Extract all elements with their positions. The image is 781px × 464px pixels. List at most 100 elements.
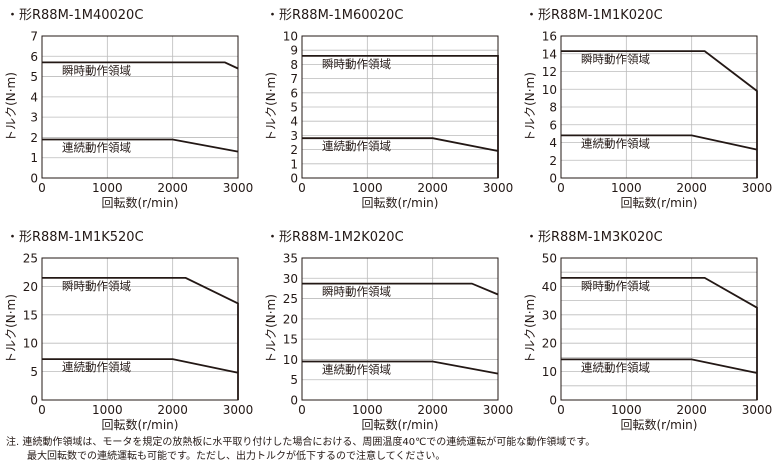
chart-title: ・形R88M-1M60020C [266,8,404,23]
chart-panel-1m1k020c: ・形R88M-1M1K020C 0 2 4 6 8 10 12 14 16 0 1000 2000 30… [519,4,779,214]
x-tick-label: 0 [38,181,46,195]
plot-frame [41,35,239,179]
peak-region-label: 瞬時動作領域 [581,279,650,293]
y-tick-label: 4 [549,136,557,150]
y-tick-label: 25 [23,252,38,266]
x-tick-label: 3000 [223,403,254,417]
y-tick-label: 0 [290,394,298,408]
y-tick-label: 10 [283,30,298,44]
chart-title: ・形R88M-1M3K020C [525,230,663,245]
peak-region-label: 瞬時動作領域 [322,285,391,299]
y-tick-label: 0 [290,172,298,186]
continuous-region-label: 連続動作領域 [62,140,131,154]
chart-title: ・形R88M-1M1K020C [525,8,663,23]
peak-region-label: 瞬時動作領域 [581,52,650,66]
x-tick-label: 1000 [92,181,123,195]
y-axis-label: トルク(N·m) [523,294,537,364]
chart-panel-1m60020c: ・形R88M-1M60020C 0 1 2 3 4 5 6 7 8 9 10 0 1000 2000 300… [260,4,520,214]
y-tick-label: 10 [542,365,557,379]
rated-torque-line [302,137,499,152]
y-tick-label: 8 [549,101,557,115]
chart-title: ・形R88M-1M1K520C [6,230,144,245]
x-tick-label: 1000 [92,403,123,417]
y-tick-label: 35 [283,252,298,266]
y-tick-label: 25 [283,292,298,306]
x-axis-label: 回転数(r/min) [621,195,698,210]
peak-torque-line [42,277,239,400]
peak-torque-line [561,277,758,400]
peak-region-label: 瞬時動作領域 [62,279,131,293]
footnote-line-1: 注. 連続動作領域は、モータを規定の放熱板に水平取り付けした場合における、周囲温… [6,437,596,448]
chart-panel-1m3k020c: ・形R88M-1M3K020C 0 10 20 30 40 50 0 1000 2000 3000… [519,226,779,436]
y-tick-label: 5 [30,70,38,84]
y-tick-label: 9 [290,44,298,58]
y-tick-label: 2 [290,143,298,157]
y-tick-label: 6 [30,50,38,64]
x-tick-label: 2000 [157,403,188,417]
peak-region-label: 瞬時動作領域 [62,63,131,77]
y-tick-label: 1 [30,151,38,165]
continuous-region-label: 連続動作領域 [322,362,391,376]
rated-torque-line [42,358,239,374]
x-tick-label: 0 [38,403,46,417]
x-tick-label: 3000 [742,181,773,195]
y-tick-label: 5 [290,373,298,387]
y-tick-label: 2 [549,154,557,168]
x-tick-label: 2000 [157,181,188,195]
rated-torque-line [42,138,239,153]
y-axis-label: トルク(N·m) [264,294,278,364]
peak-torque-line [42,61,239,70]
y-tick-label: 20 [283,312,298,326]
footnote-line-2: 最大回転数での連続運転も可能です。ただし、出力トルクが低下するので注意してくださ… [27,451,446,462]
y-tick-label: 14 [542,47,557,61]
x-tick-label: 0 [557,403,565,417]
x-tick-label: 3000 [483,403,514,417]
peak-torque-line [561,50,758,178]
chart-title: ・形R88M-1M2K020C [266,230,404,245]
y-tick-label: 1 [290,157,298,171]
y-axis-label: トルク(N·m) [4,294,18,364]
y-tick-label: 8 [290,58,298,72]
y-tick-label: 7 [290,72,298,86]
y-tick-label: 3 [30,111,38,125]
peak-region-label: 瞬時動作領域 [322,57,391,71]
rated-torque-line [302,360,499,375]
x-tick-label: 2000 [417,403,448,417]
y-tick-label: 5 [30,365,38,379]
x-tick-label: 1000 [611,181,642,195]
y-tick-label: 0 [30,172,38,186]
x-tick-label: 3000 [742,403,773,417]
x-tick-label: 3000 [223,181,254,195]
continuous-region-label: 連続動作領域 [322,139,391,153]
plot-frame [301,257,499,401]
y-tick-label: 12 [542,65,557,79]
continuous-region-label: 連続動作領域 [62,360,131,374]
x-axis-label: 回転数(r/min) [362,195,439,210]
y-tick-label: 6 [549,118,557,132]
y-tick-label: 3 [290,129,298,143]
x-tick-label: 0 [557,181,565,195]
y-tick-label: 50 [542,252,557,266]
y-tick-label: 2 [30,131,38,145]
y-tick-label: 15 [23,308,38,322]
chart-panel-1m1k520c: ・形R88M-1M1K520C 0 5 10 15 20 25 0 1000 2000 3000 瞬… [0,226,260,436]
x-tick-label: 2000 [676,403,707,417]
x-tick-label: 0 [298,403,306,417]
y-tick-label: 0 [549,172,557,186]
continuous-region-label: 連続動作領域 [581,136,650,150]
rated-torque-line [561,134,758,151]
y-tick-label: 40 [542,280,557,294]
y-tick-label: 6 [290,86,298,100]
y-tick-label: 10 [23,337,38,351]
rated-torque-line [561,358,758,374]
y-tick-label: 0 [549,394,557,408]
chart-title: ・形R88M-1M40020C [6,8,144,23]
y-tick-label: 30 [283,272,298,286]
x-axis-label: 回転数(r/min) [362,417,439,432]
x-tick-label: 2000 [676,181,707,195]
